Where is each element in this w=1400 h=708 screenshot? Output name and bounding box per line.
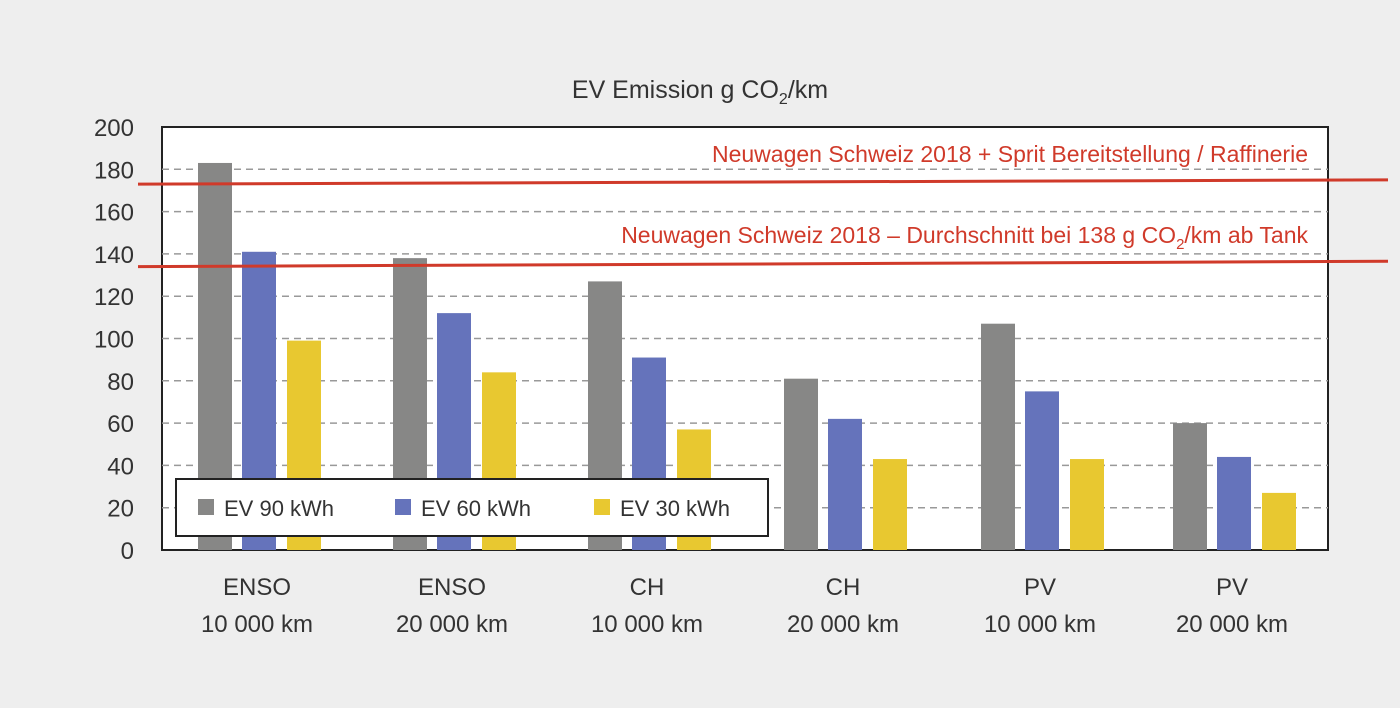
x-category-sublabel: 20 000 km [787,611,899,638]
bar-ev-60-kwh [1025,391,1059,550]
y-tick-label: 160 [94,200,134,227]
y-tick-label: 120 [94,284,134,311]
x-category-label: PV [1024,574,1056,601]
bar-ev-90-kwh [784,378,818,550]
y-tick-label: 200 [94,115,134,142]
x-category-sublabel: 10 000 km [984,611,1096,638]
y-tick-label: 20 [107,496,134,523]
x-category-label: ENSO [418,574,486,601]
legend-label: EV 90 kWh [224,496,334,521]
reference-line [137,178,1389,186]
chart-title: EV Emission g CO2/km [572,76,828,108]
legend-swatch [594,499,610,515]
reference-line [137,259,1389,269]
legend-swatch [395,499,411,515]
bar-ev-30-kwh [1262,492,1296,550]
y-tick-label: 0 [121,538,134,565]
x-category-sublabel: 20 000 km [1176,611,1288,638]
x-category-sublabel: 10 000 km [591,611,703,638]
x-category-label: ENSO [223,574,291,601]
legend-swatch [198,499,214,515]
reference-line-label: Neuwagen Schweiz 2018 – Durchschnitt bei… [621,222,1308,253]
bar-ev-90-kwh [1173,423,1207,550]
y-tick-label: 140 [94,242,134,269]
bar-ev-60-kwh [1217,456,1251,550]
legend-label: EV 30 kWh [620,496,730,521]
y-tick-label: 40 [107,453,134,480]
bar-ev-30-kwh [873,459,907,550]
bar-ev-30-kwh [1070,459,1104,550]
x-category-label: PV [1216,574,1248,601]
legend-label: EV 60 kWh [421,496,531,521]
y-tick-label: 100 [94,327,134,354]
bar-ev-60-kwh [828,418,862,550]
bar-ev-90-kwh [981,323,1015,550]
y-tick-label: 180 [94,157,134,184]
legend: EV 90 kWh EV 60 kWh EV 30 kWh [175,478,769,537]
reference-line-label: Neuwagen Schweiz 2018 + Sprit Bereitstel… [712,141,1308,167]
y-tick-label: 60 [107,411,134,438]
x-category-sublabel: 20 000 km [396,611,508,638]
x-category-label: CH [630,574,665,601]
x-category-sublabel: 10 000 km [201,611,313,638]
x-category-label: CH [826,574,861,601]
legend-box [175,478,769,537]
y-tick-label: 80 [107,369,134,396]
